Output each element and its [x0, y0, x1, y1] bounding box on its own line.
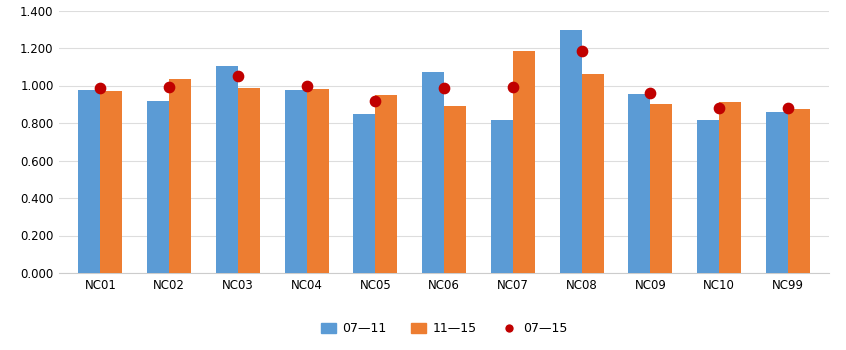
Bar — [788, 109, 810, 273]
Bar — [697, 120, 719, 273]
Point — [712, 105, 726, 111]
Legend: 07—11, 11—15, 07—15: 07—11, 11—15, 07—15 — [316, 317, 573, 340]
Bar — [306, 89, 328, 273]
Bar — [216, 66, 238, 273]
Point — [231, 74, 244, 79]
Point — [506, 85, 519, 90]
Bar — [147, 102, 169, 273]
Point — [299, 83, 313, 88]
Bar — [422, 72, 444, 273]
Bar — [629, 94, 651, 273]
Point — [574, 48, 588, 54]
Bar — [581, 74, 603, 273]
Bar — [513, 51, 535, 273]
Bar — [766, 112, 788, 273]
Bar — [719, 102, 741, 273]
Point — [162, 85, 176, 90]
Bar — [101, 91, 123, 273]
Point — [94, 85, 107, 91]
Bar — [169, 79, 191, 273]
Bar — [238, 88, 260, 273]
Bar — [284, 90, 306, 273]
Point — [644, 90, 657, 96]
Bar — [79, 90, 101, 273]
Point — [437, 85, 451, 91]
Bar — [491, 120, 513, 273]
Point — [369, 99, 382, 104]
Bar — [651, 104, 673, 273]
Point — [781, 105, 794, 111]
Bar — [559, 30, 581, 273]
Bar — [354, 114, 376, 273]
Bar — [444, 106, 466, 273]
Bar — [376, 95, 398, 273]
